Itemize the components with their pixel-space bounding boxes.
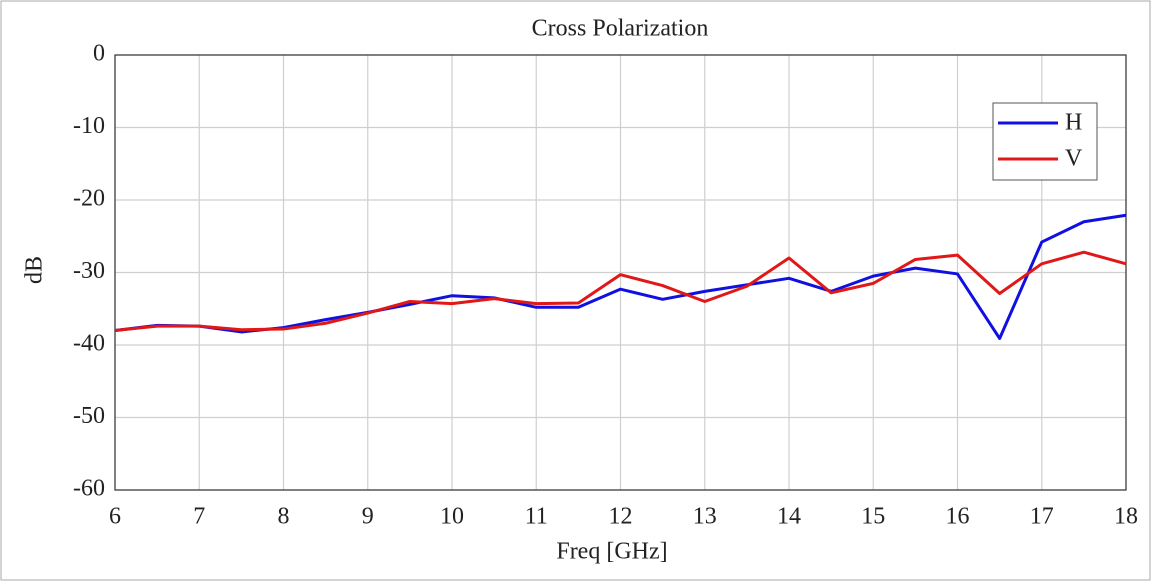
x-tick-label: 11	[525, 504, 548, 530]
x-tick-label: 18	[1114, 504, 1138, 530]
x-tick-label: 9	[362, 504, 374, 530]
y-tick-label: -50	[73, 403, 105, 429]
legend-label: V	[1065, 146, 1083, 172]
x-axis-label: Freq [GHz]	[556, 539, 667, 565]
plot-frame	[114, 54, 1127, 491]
x-tick-label: 15	[861, 504, 885, 530]
y-tick-label: -40	[73, 331, 105, 357]
y-tick-label: -20	[73, 186, 105, 212]
chart-title: Cross Polarization	[532, 16, 709, 42]
y-tick-label: -10	[73, 113, 105, 139]
y-axis-label: dB	[22, 256, 48, 284]
y-tick-label: 0	[93, 41, 105, 67]
x-tick-label: 14	[777, 504, 801, 530]
x-tick-label: 8	[278, 504, 290, 530]
x-tick-label: 6	[109, 504, 121, 530]
legend-box	[992, 102, 1098, 181]
x-tick-label: 17	[1030, 504, 1054, 530]
y-tick-label: -30	[73, 258, 105, 284]
y-tick-label: -60	[73, 476, 105, 502]
x-tick-label: 12	[609, 504, 633, 530]
legend-label: H	[1065, 110, 1082, 136]
x-tick-label: 16	[946, 504, 970, 530]
x-tick-label: 10	[440, 504, 464, 530]
x-tick-label: 7	[193, 504, 205, 530]
line-series	[114, 250, 1127, 332]
x-tick-label: 13	[693, 504, 717, 530]
